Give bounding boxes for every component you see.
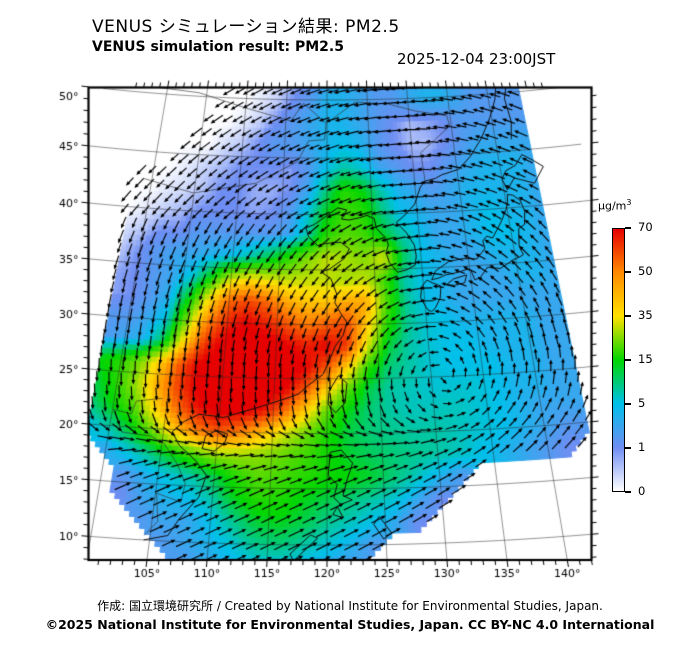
colorbar-tick-mark: [625, 271, 631, 273]
colorbar-tick-mark: [625, 447, 631, 449]
colorbar-tick-label: 50: [638, 264, 653, 278]
colorbar-tick-mark: [625, 403, 631, 405]
colorbar-tick-label: 70: [638, 220, 653, 234]
valid-timestamp: 2025-12-04 23:00JST: [397, 50, 556, 68]
credit-line: 作成: 国立環境研究所 / Created by National Instit…: [97, 599, 603, 613]
colorbar-unit-label: µg/m3: [598, 198, 632, 213]
colorbar-tick-mark: [625, 315, 631, 317]
colorbar-gradient: [612, 228, 625, 492]
colorbar-tick-mark: [625, 359, 631, 361]
colorbar-tick-label: 15: [638, 352, 653, 366]
page-title-japanese: VENUS シミュレーション結果: PM2.5: [92, 17, 400, 37]
license-line: ©2025 National Institute for Environment…: [45, 617, 655, 632]
colorbar-unit-base: µg/m: [598, 199, 627, 213]
colorbar-tick-mark: [625, 491, 631, 493]
colorbar-tick-mark: [625, 227, 631, 229]
colorbar-tick-label: 5: [638, 396, 646, 410]
colorbar: µg/m3 70 50 35 15 5 1 0: [596, 198, 700, 508]
colorbar-tick-label: 35: [638, 308, 653, 322]
colorbar-tick-label: 0: [638, 484, 646, 498]
colorbar-tick-label: 1: [638, 440, 646, 454]
page-title-english: VENUS simulation result: PM2.5: [92, 39, 344, 55]
colorbar-unit-sup: 3: [626, 198, 632, 207]
